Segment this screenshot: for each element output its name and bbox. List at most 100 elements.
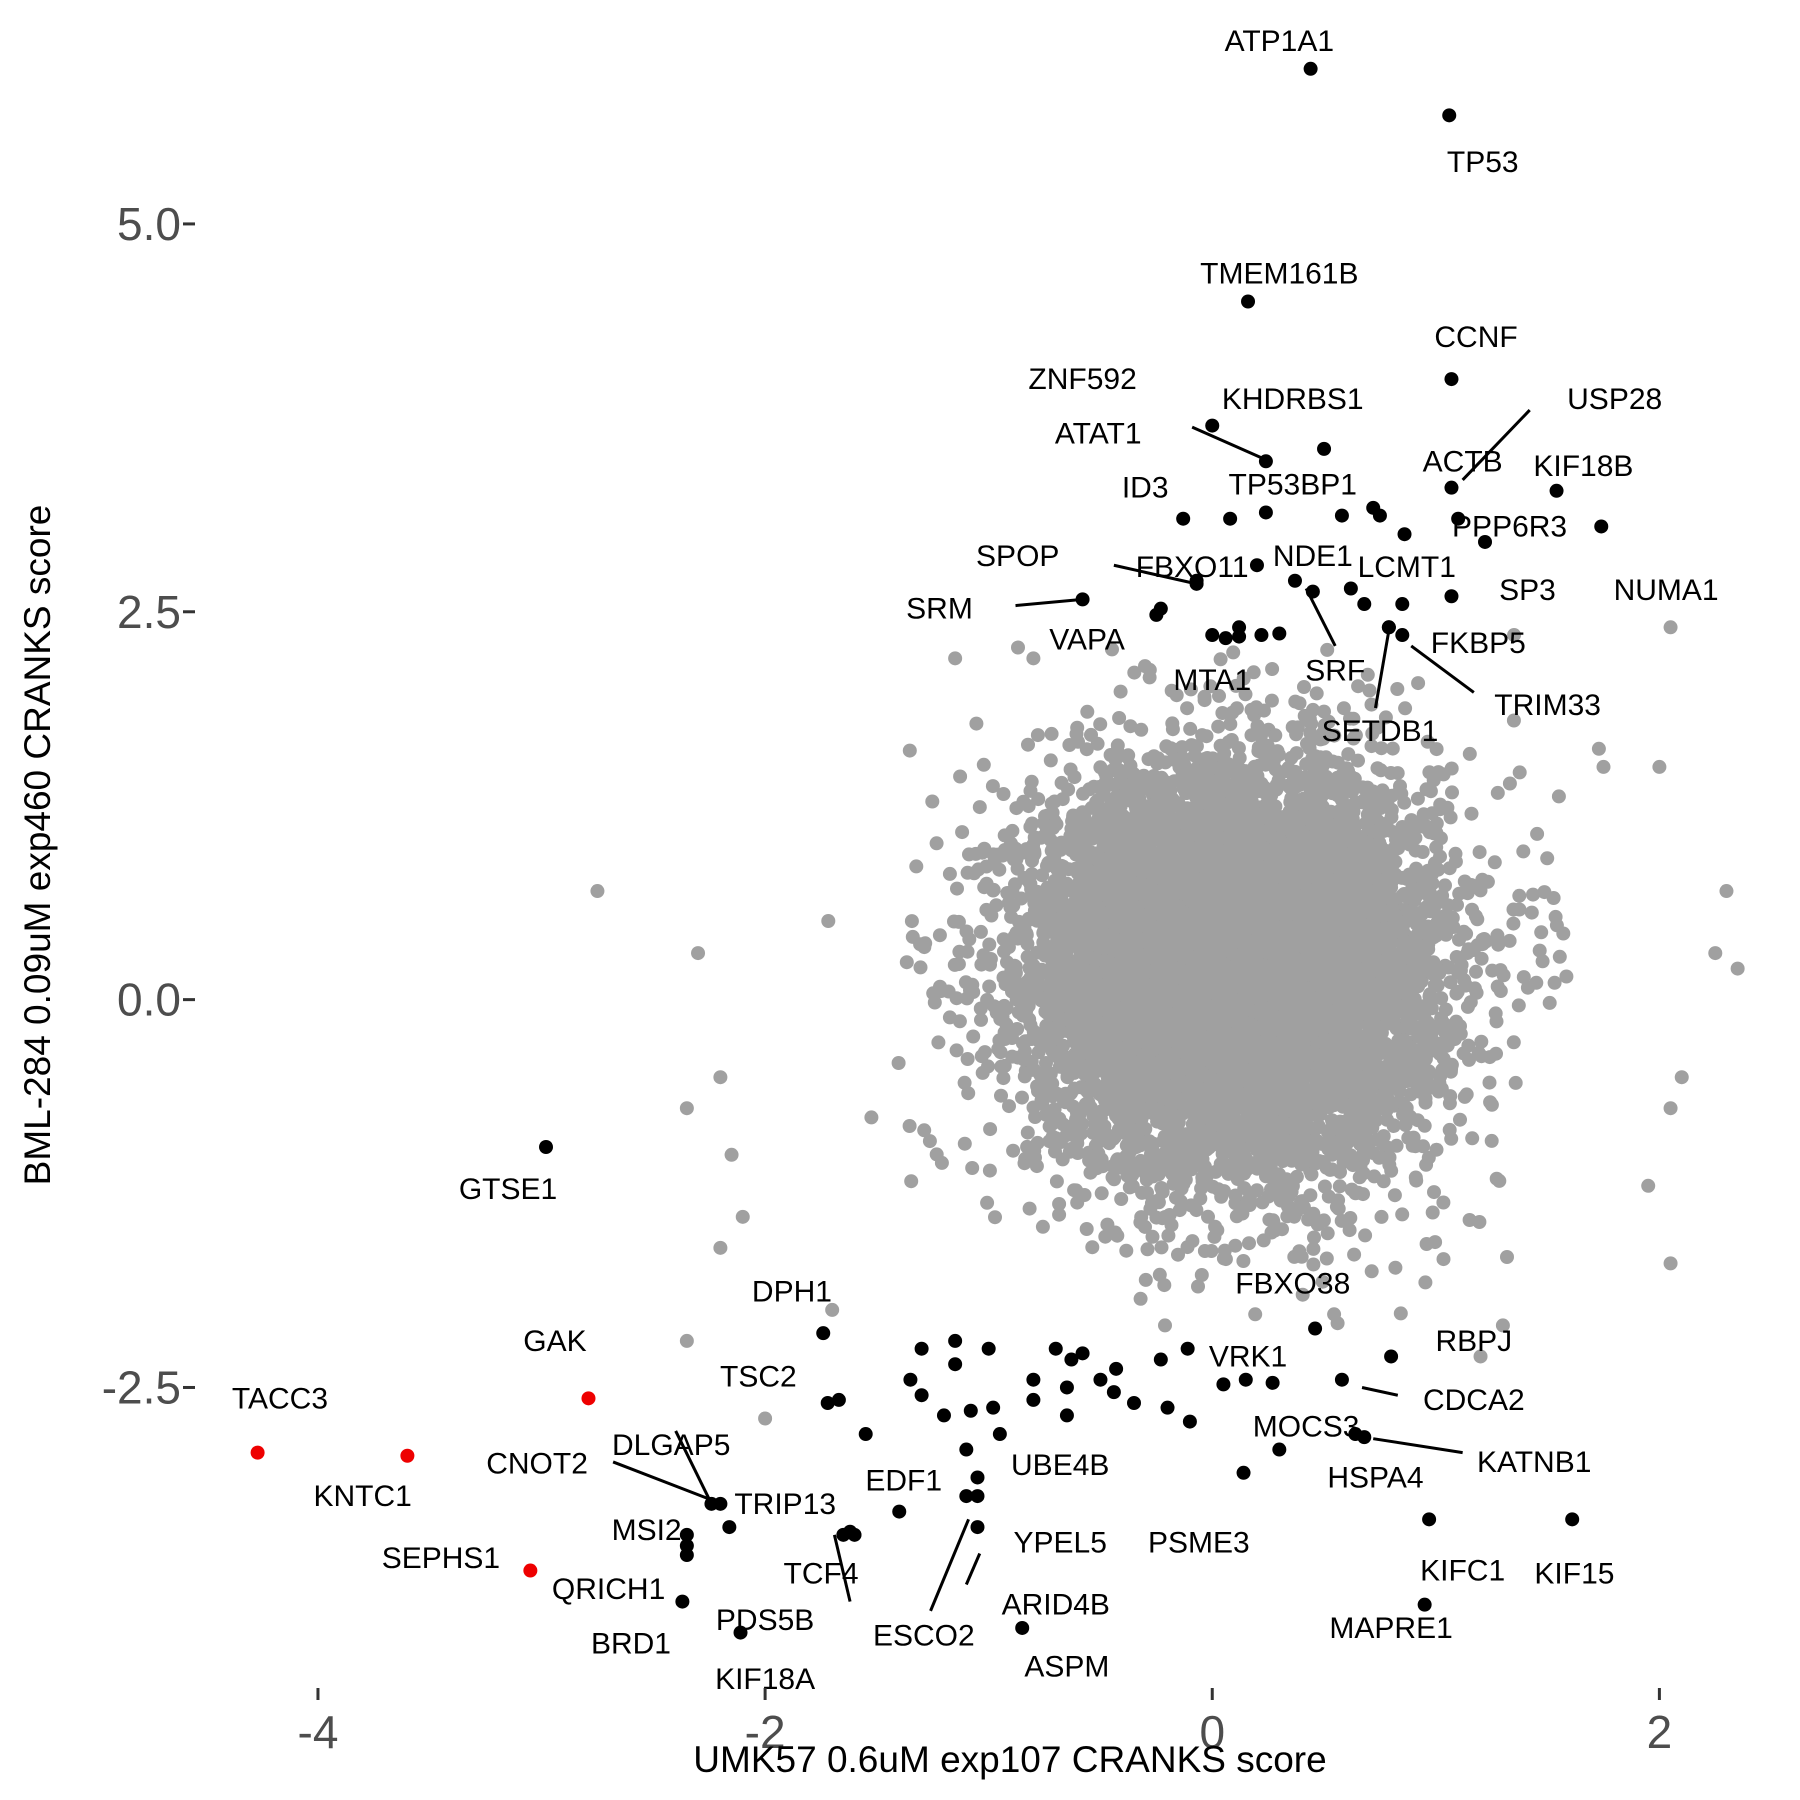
background-point [1327,728,1342,743]
background-point [1067,1183,1082,1198]
background-point [1045,805,1060,820]
background-point [932,928,947,943]
background-point [1530,826,1545,841]
background-point [949,1043,964,1058]
background-point [1236,1254,1251,1268]
background-point [1043,753,1058,768]
background-point [1054,775,1069,790]
background-point [1265,662,1280,676]
background-point [1443,810,1458,825]
background-point [904,1174,919,1189]
background-point [1228,1238,1243,1253]
background-point [1030,1135,1045,1150]
background-point [972,800,987,815]
background-point [1332,1179,1347,1194]
background-point [1317,704,1331,719]
background-point [1114,1192,1129,1206]
background-point [1489,1046,1503,1061]
background-point [931,1035,946,1050]
background-point [1020,1139,1035,1154]
background-point [994,1088,1008,1103]
background-point [950,881,964,896]
background-point [1358,1228,1373,1243]
background-point [1457,874,1472,889]
background-point [929,836,944,851]
background-point [1100,1217,1115,1232]
background-point [1140,1242,1155,1257]
background-point [1036,935,1051,950]
background-point [1458,978,1473,992]
background-point [957,1136,972,1151]
background-gene-cloud [821,640,1606,1333]
background-point [1516,844,1531,859]
background-point [1211,719,1226,734]
background-point [976,757,991,772]
background-point [1249,700,1264,715]
background-point [821,914,836,928]
background-point [1384,1163,1399,1178]
background-point [1022,1201,1037,1216]
background-point [918,936,933,951]
background-point [1364,1264,1379,1279]
background-point [1434,991,1449,1006]
background-point [1470,912,1485,927]
background-point [1039,1056,1053,1070]
background-point [1506,1035,1521,1050]
background-point [1044,726,1059,741]
background-point [1388,1260,1403,1275]
background-point [1248,1307,1263,1322]
background-point [1306,1241,1321,1256]
background-point [1098,1229,1113,1244]
background-point [1002,1099,1016,1114]
background-point [1453,1019,1467,1034]
background-point [1442,861,1457,876]
background-point [1364,739,1379,754]
background-point [1320,1226,1335,1241]
background-point [1169,688,1184,703]
background-point [1428,1235,1443,1250]
background-point [988,1210,1002,1225]
background-point [1360,667,1375,682]
background-point [1591,741,1606,756]
background-point [982,979,997,994]
background-point [1433,797,1448,812]
background-point [1508,1075,1523,1090]
background-point [1145,1229,1160,1244]
background-point [1429,742,1444,757]
background-point [1212,688,1226,703]
background-point [1362,683,1377,698]
background-point [1223,717,1238,732]
background-point [1342,1223,1357,1238]
background-point [1215,706,1230,720]
background-point [1242,1236,1256,1251]
background-point [1378,710,1393,725]
background-point [1113,684,1128,699]
background-point [974,1049,989,1064]
background-point [1474,951,1489,966]
background-point [902,743,917,758]
background-point [913,960,928,975]
background-point [965,1161,980,1175]
background-point [975,1065,990,1080]
background-point [864,1110,879,1125]
background-point [891,1056,906,1070]
background-point [1123,719,1138,734]
background-point [1474,1034,1489,1049]
background-point [1049,1174,1064,1189]
background-point [1448,846,1463,861]
background-point [982,937,997,952]
background-point [925,794,940,809]
background-point [1112,711,1127,725]
background-point [1374,1209,1389,1224]
background-point [1010,1022,1025,1036]
background-point [1319,1251,1334,1266]
background-point [1315,1274,1330,1289]
background-point [1134,722,1149,737]
background-point [1398,701,1413,716]
background-point [966,1029,981,1044]
background-point [983,1122,998,1137]
background-point [973,924,988,939]
background-point [1077,1188,1092,1202]
background-point [1534,925,1549,940]
